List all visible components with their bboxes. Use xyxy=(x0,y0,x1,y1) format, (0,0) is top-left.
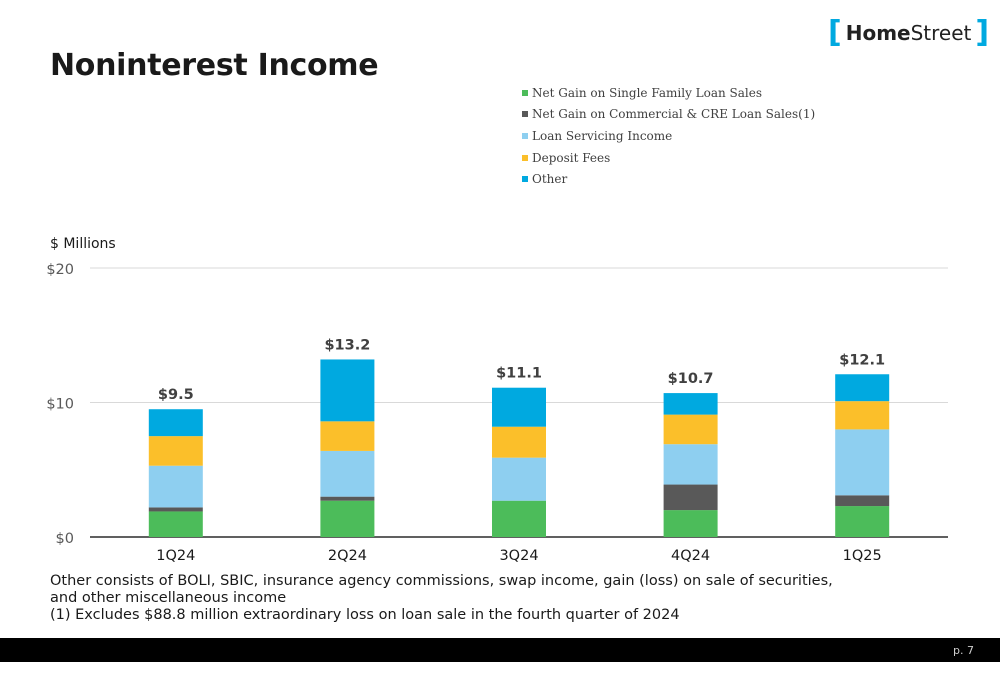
total-label: $11.1 xyxy=(496,366,542,382)
bar-segment xyxy=(835,374,890,402)
bar-segment xyxy=(320,496,375,501)
bar-segment xyxy=(148,465,203,508)
bar-segment xyxy=(492,457,546,501)
logo-close-bracket: ] xyxy=(975,15,990,50)
bar-segment xyxy=(320,421,375,451)
bar-segment xyxy=(663,510,718,537)
legend-label: Loan Servicing Income xyxy=(532,128,673,143)
category-label: 1Q24 xyxy=(156,548,195,564)
bar-segment xyxy=(492,387,546,427)
bar-segment xyxy=(835,506,890,537)
page-number: p. 7 xyxy=(953,644,974,657)
bar-segment xyxy=(663,414,718,445)
legend-label: Deposit Fees xyxy=(532,150,611,165)
units-label: $ Millions xyxy=(50,236,116,252)
legend-swatch xyxy=(522,111,528,118)
legend-item: Net Gain on Commercial & CRE Loan Sales(… xyxy=(522,104,815,126)
chart-legend: Net Gain on Single Family Loan Sales Net … xyxy=(522,82,815,190)
bar-segment xyxy=(835,495,890,507)
bar-segment xyxy=(320,500,375,537)
bar-segment xyxy=(492,500,546,537)
bar-segment xyxy=(148,409,203,437)
total-label: $9.5 xyxy=(158,387,194,403)
bar-segment xyxy=(663,393,718,415)
legend-item: Other xyxy=(522,168,815,190)
bar-segment xyxy=(663,484,718,511)
footnote-line: (1) Excludes $88.8 million extraordinary… xyxy=(50,607,680,623)
stacked-bar-chart: $0 $10 $20 $9.5 1Q24 $13.2 2Q24 $11.1 3Q24 $10.7 4… xyxy=(46,262,948,564)
homestreet-logo: [ Home Street ] xyxy=(828,18,989,48)
bar-segment xyxy=(148,511,203,537)
category-label: 2Q24 xyxy=(328,548,367,564)
legend-item: Loan Servicing Income xyxy=(522,125,815,147)
legend-label: Other xyxy=(532,172,568,187)
footnote-line: Other consists of BOLI, SBIC, insurance … xyxy=(50,573,833,589)
logo-home-text: Home xyxy=(845,21,911,45)
bar-segment xyxy=(492,426,546,458)
bar-segment xyxy=(148,507,203,512)
category-label: 3Q24 xyxy=(499,548,538,564)
legend-item: Net Gain on Single Family Loan Sales xyxy=(522,82,815,104)
footnote: Other consists of BOLI, SBIC, insurance … xyxy=(50,573,833,624)
page-title: Noninterest Income xyxy=(50,48,379,83)
legend-swatch xyxy=(522,132,528,139)
y-tick-label: $20 xyxy=(46,262,74,278)
total-label: $12.1 xyxy=(839,352,885,368)
bar-segment xyxy=(835,429,890,496)
category-label: 1Q25 xyxy=(843,548,882,564)
total-label: $10.7 xyxy=(668,371,714,387)
bar-segment xyxy=(320,450,375,497)
logo-open-bracket: [ xyxy=(828,15,842,50)
legend-label: Net Gain on Commercial & CRE Loan Sales(… xyxy=(532,107,816,122)
bar-segment xyxy=(663,444,718,485)
y-tick-label: $10 xyxy=(46,397,74,413)
legend-swatch xyxy=(522,176,528,183)
footnote-line: and other miscellaneous income xyxy=(50,590,287,606)
legend-label: Net Gain on Single Family Loan Sales xyxy=(532,85,763,100)
bar-segment xyxy=(148,436,203,466)
bar-segment xyxy=(320,359,375,422)
legend-swatch xyxy=(522,154,528,161)
total-label: $13.2 xyxy=(324,337,370,353)
category-label: 4Q24 xyxy=(671,548,710,564)
legend-item: Deposit Fees xyxy=(522,147,815,169)
footer-bar: p. 7 xyxy=(0,638,1000,662)
legend-swatch xyxy=(522,89,528,96)
y-tick-label: $0 xyxy=(56,531,74,547)
bar-segment xyxy=(835,401,890,430)
logo-street-text: Street xyxy=(910,21,972,45)
